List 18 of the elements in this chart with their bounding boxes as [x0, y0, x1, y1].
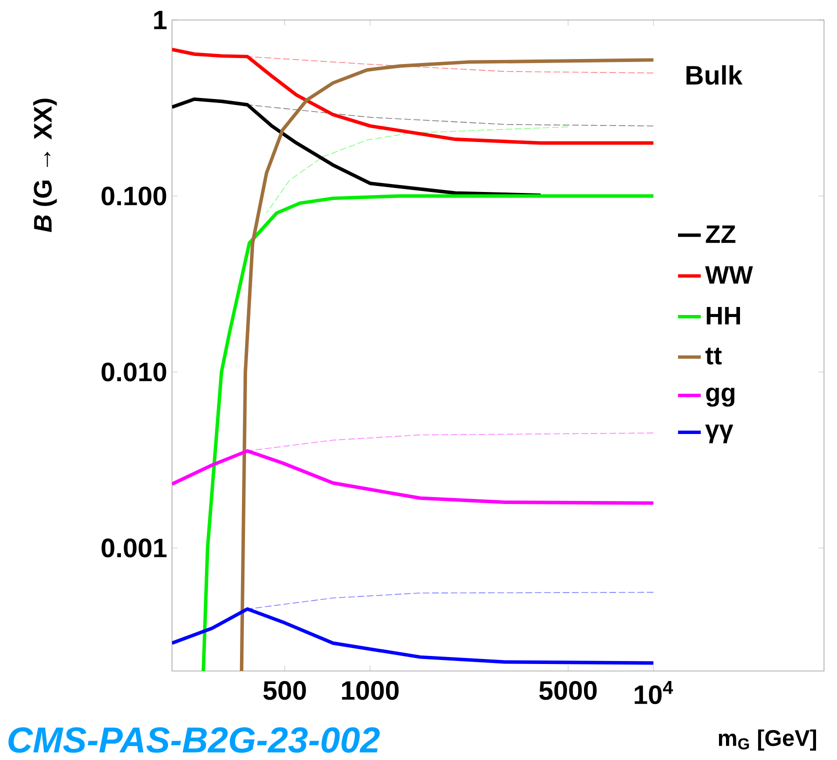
legend-label: gg	[706, 388, 734, 407]
legend-label: tt	[705, 348, 722, 365]
x-axis-title: m$_{G}$ [GeV]	[718, 729, 816, 751]
y-tick-label: 0.010	[102, 362, 166, 382]
y-tick-label: 0.100	[102, 186, 166, 206]
legend-label: γγ	[705, 424, 734, 444]
legend-label: ZZ	[706, 225, 736, 243]
y-axis-title: B (G → XX)	[33, 98, 57, 232]
x-tick-label: 5000	[539, 681, 597, 700]
annotation: Bulk	[686, 65, 743, 85]
y-tick-label: 0.001	[102, 538, 167, 558]
legend-label: HH	[706, 307, 740, 324]
x-tick-label: 500	[263, 681, 306, 700]
x-tick-label: 1000	[342, 681, 399, 700]
x-tick-label: 10$^{4}$	[634, 681, 674, 704]
text: CMS-PAS-B2G-23-002	[8, 727, 380, 753]
y-tick-label: 1	[154, 10, 167, 30]
legend-label: WW	[705, 266, 753, 284]
